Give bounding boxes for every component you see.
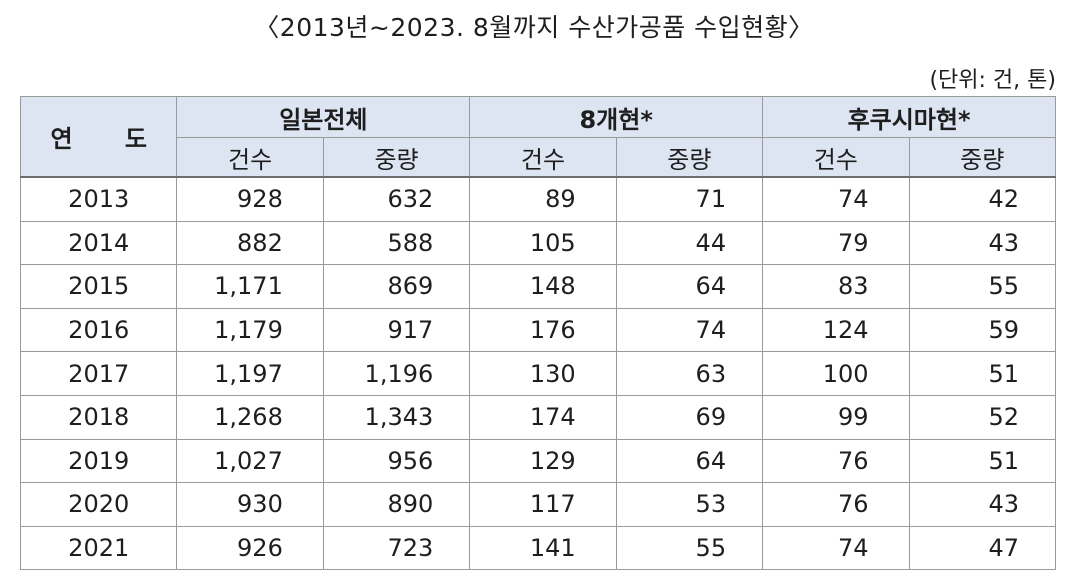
weight-cell: 44 bbox=[615, 220, 764, 266]
year-cell: 2018 bbox=[19, 394, 178, 440]
weight-cell: 52 bbox=[908, 394, 1056, 440]
count-cell: 928 bbox=[176, 176, 324, 222]
subheader-weight: 중량 bbox=[615, 137, 764, 178]
table-row: 2020 930 890 117 53 76 43 bbox=[19, 482, 1056, 527]
count-cell: 76 bbox=[762, 482, 910, 527]
count-cell: 105 bbox=[469, 220, 617, 266]
count-cell: 74 bbox=[762, 176, 910, 222]
count-cell: 79 bbox=[762, 220, 910, 266]
weight-cell: 869 bbox=[322, 264, 471, 309]
weight-cell: 917 bbox=[322, 307, 471, 353]
subheader-count: 건수 bbox=[176, 137, 324, 178]
count-cell: 176 bbox=[469, 307, 617, 353]
count-cell: 930 bbox=[176, 482, 324, 527]
year-cell: 2017 bbox=[19, 351, 178, 396]
count-cell: 882 bbox=[176, 220, 324, 266]
count-cell: 89 bbox=[469, 176, 617, 222]
weight-cell: 43 bbox=[908, 220, 1056, 266]
count-cell: 141 bbox=[469, 525, 617, 571]
group-header-japan-total: 일본전체 bbox=[176, 96, 471, 138]
weight-cell: 74 bbox=[615, 307, 764, 353]
table-row: 2021 926 723 141 55 74 47 bbox=[19, 525, 1056, 571]
table-row: 2016 1,179 917 176 74 124 59 bbox=[19, 307, 1056, 353]
weight-cell: 1,196 bbox=[322, 351, 471, 396]
count-cell: 117 bbox=[469, 482, 617, 527]
table-subheader-row: 건수 중량 건수 중량 건수 중량 bbox=[21, 137, 1056, 178]
count-cell: 100 bbox=[762, 351, 910, 396]
table-row: 2019 1,027 956 129 64 76 51 bbox=[19, 438, 1056, 484]
weight-cell: 69 bbox=[615, 394, 764, 440]
year-cell: 2014 bbox=[19, 220, 178, 266]
weight-cell: 51 bbox=[908, 438, 1056, 484]
weight-cell: 588 bbox=[322, 220, 471, 266]
count-cell: 124 bbox=[762, 307, 910, 353]
weight-cell: 55 bbox=[615, 525, 764, 571]
count-cell: 129 bbox=[469, 438, 617, 484]
group-header-fukushima: 후쿠시마현* bbox=[762, 96, 1056, 138]
count-cell: 1,027 bbox=[176, 438, 324, 484]
subheader-weight: 중량 bbox=[322, 137, 471, 178]
weight-cell: 55 bbox=[908, 264, 1056, 309]
year-cell: 2019 bbox=[19, 438, 178, 484]
count-cell: 99 bbox=[762, 394, 910, 440]
weight-cell: 64 bbox=[615, 438, 764, 484]
import-status-table: 연 도 일본전체 8개현* 후쿠시마현* 건수 중량 건수 중량 건수 중량 2… bbox=[19, 96, 1056, 571]
weight-cell: 956 bbox=[322, 438, 471, 484]
table-row: 2017 1,197 1,196 130 63 100 51 bbox=[19, 351, 1056, 396]
count-cell: 83 bbox=[762, 264, 910, 309]
weight-cell: 63 bbox=[615, 351, 764, 396]
weight-cell: 890 bbox=[322, 482, 471, 527]
table-row: 2018 1,268 1,343 174 69 99 52 bbox=[19, 394, 1056, 440]
table-body: 2013 928 632 89 71 74 42 2014 882 588 105 44 79 43 201… bbox=[19, 176, 1056, 571]
unit-note: (단위: 건, 톤) bbox=[929, 68, 1056, 93]
subheader-weight: 중량 bbox=[908, 137, 1056, 178]
group-header-8-prefectures: 8개현* bbox=[469, 96, 764, 138]
count-cell: 1,171 bbox=[176, 264, 324, 309]
weight-cell: 47 bbox=[908, 525, 1056, 571]
table-row: 2014 882 588 105 44 79 43 bbox=[19, 220, 1056, 266]
count-cell: 148 bbox=[469, 264, 617, 309]
count-cell: 174 bbox=[469, 394, 617, 440]
weight-cell: 64 bbox=[615, 264, 764, 309]
weight-cell: 42 bbox=[908, 176, 1056, 222]
weight-cell: 43 bbox=[908, 482, 1056, 527]
weight-cell: 632 bbox=[322, 176, 471, 222]
year-cell: 2016 bbox=[19, 307, 178, 353]
count-cell: 926 bbox=[176, 525, 324, 571]
weight-cell: 59 bbox=[908, 307, 1056, 353]
table-row: 2013 928 632 89 71 74 42 bbox=[19, 176, 1056, 222]
weight-cell: 53 bbox=[615, 482, 764, 527]
weight-cell: 71 bbox=[615, 176, 764, 222]
table-row: 2015 1,171 869 148 64 83 55 bbox=[19, 264, 1056, 309]
count-cell: 1,268 bbox=[176, 394, 324, 440]
table-group-header-row: 연 도 일본전체 8개현* 후쿠시마현* bbox=[19, 96, 1056, 178]
page-title: 〈2013년~2023. 8월까지 수산가공품 수입현황〉 bbox=[254, 13, 814, 42]
count-cell: 76 bbox=[762, 438, 910, 484]
weight-cell: 723 bbox=[322, 525, 471, 571]
subheader-count: 건수 bbox=[762, 137, 910, 178]
weight-cell: 51 bbox=[908, 351, 1056, 396]
subheader-count: 건수 bbox=[469, 137, 617, 178]
year-cell: 2015 bbox=[19, 264, 178, 309]
weight-cell: 1,343 bbox=[322, 394, 471, 440]
year-cell: 2021 bbox=[19, 525, 178, 571]
count-cell: 1,179 bbox=[176, 307, 324, 353]
year-cell: 2020 bbox=[19, 482, 178, 527]
year-column-header: 연 도 bbox=[19, 96, 178, 178]
count-cell: 74 bbox=[762, 525, 910, 571]
year-cell: 2013 bbox=[19, 176, 178, 222]
count-cell: 1,197 bbox=[176, 351, 324, 396]
count-cell: 130 bbox=[469, 351, 617, 396]
